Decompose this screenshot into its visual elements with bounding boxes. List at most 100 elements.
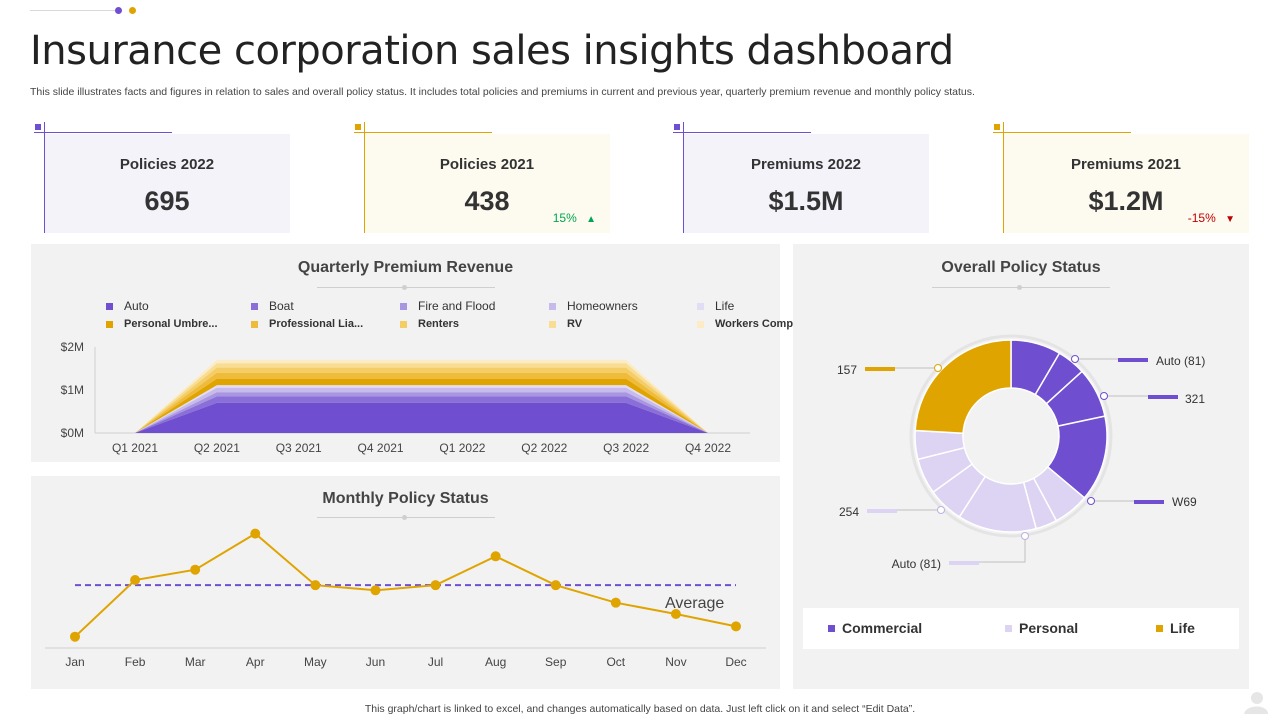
data-point xyxy=(190,564,201,575)
triangle-down-icon: ▼ xyxy=(1225,214,1235,225)
legend-label: RV xyxy=(567,318,583,330)
legend-swatch xyxy=(106,302,113,310)
x-tick-label: Q3 2021 xyxy=(276,441,322,455)
y-tick-label: $0M xyxy=(61,426,84,440)
legend-swatch xyxy=(828,624,835,632)
card-accent-line xyxy=(34,132,172,133)
callout-label: 254 xyxy=(839,505,859,519)
donut-legend: Commercial Personal Life xyxy=(803,608,1239,649)
x-tick-label: Q1 2022 xyxy=(439,441,485,455)
legend-item: Professional Lia... xyxy=(251,318,363,330)
legend-label: Personal Umbre... xyxy=(124,318,218,330)
callout-dot xyxy=(937,506,945,514)
legend-item-life: Life xyxy=(1156,620,1195,636)
callout-bar xyxy=(1118,358,1148,362)
donut-slice xyxy=(914,339,1012,435)
x-tick-label: Q2 2022 xyxy=(521,441,567,455)
legend-label: Professional Lia... xyxy=(269,318,364,330)
callout-label: Auto (81) xyxy=(892,557,941,571)
legend-label: Renters xyxy=(418,318,459,330)
kpi-value: 695 xyxy=(144,186,190,216)
legend-swatch xyxy=(549,320,556,328)
monthly-status-panel: Monthly Policy Status Average Jan Feb Mar Ap… xyxy=(31,476,780,689)
kpi-card-premiums-2021: Premiums 2021 $1.2M -15% ▼ xyxy=(993,122,1249,233)
card-accent-line xyxy=(44,122,45,233)
kpi-label: Policies 2021 xyxy=(439,156,535,173)
card-accent-line xyxy=(993,132,1131,133)
donut-chart: Auto (81) 321 W69 157 254 Auto (81) xyxy=(837,334,1205,571)
kpi-card-premiums-2022: Premiums 2022 $1.5M xyxy=(673,122,929,233)
kpi-value: $1.5M xyxy=(768,186,844,216)
x-tick-label: Q2 2021 xyxy=(194,441,240,455)
header-dot-gold xyxy=(129,7,136,14)
legend-label: Homeowners xyxy=(567,299,638,313)
kpi-label: Policies 2022 xyxy=(119,156,215,173)
kpi-card-policies-2021: Policies 2021 438 15% ▲ xyxy=(354,122,610,233)
header-dot-purple xyxy=(115,7,122,14)
data-point xyxy=(250,528,261,539)
legend-swatch xyxy=(1005,624,1012,632)
quarterly-revenue-panel: Quarterly Premium Revenue Auto Boat Fire a… xyxy=(31,244,793,462)
triangle-up-icon: ▲ xyxy=(586,214,596,225)
data-point xyxy=(550,580,561,591)
legend-item: Personal Umbre... xyxy=(106,318,218,330)
x-tick-label: Q1 2021 xyxy=(112,441,158,455)
legend-label: Workers Comp xyxy=(715,318,794,330)
legend-swatch xyxy=(549,302,556,310)
legend-item: RV xyxy=(549,318,582,330)
callout-label: Auto (81) xyxy=(1156,354,1205,368)
legend-swatch xyxy=(400,302,407,310)
area-chart: $0M $1M $2M Q1 2021 Q2 2021 Q3 2021 Q4 2021 Q1 … xyxy=(61,340,750,455)
data-point xyxy=(670,609,681,620)
data-point xyxy=(130,575,141,585)
line-chart: Average Jan Feb Mar Apr May Jun Jul Aug Sep Oct Nov… xyxy=(45,528,766,669)
card-accent-line xyxy=(354,132,492,133)
data-point xyxy=(310,580,321,591)
kpi-delta: -15% ▼ xyxy=(1188,211,1235,225)
card-accent-square xyxy=(994,124,1000,130)
legend-item: Fire and Flood xyxy=(400,299,495,313)
legend-label: Personal xyxy=(1019,620,1079,636)
legend-item-commercial: Commercial xyxy=(828,620,922,636)
x-tick-label: Q3 2022 xyxy=(603,441,649,455)
legend-swatch xyxy=(251,302,258,310)
legend-swatch xyxy=(697,302,704,310)
card-accent-square xyxy=(35,124,41,130)
data-point xyxy=(370,585,381,596)
kpi-delta-value: 15% xyxy=(552,211,577,225)
user-avatar-icon xyxy=(1244,692,1268,714)
callout-bar xyxy=(867,509,897,513)
x-tick-label: Sep xyxy=(545,655,567,669)
callout-label: W69 xyxy=(1172,495,1197,509)
callout-dot xyxy=(1021,532,1029,540)
data-point xyxy=(731,621,741,632)
area-series xyxy=(135,402,708,433)
x-tick-label: Apr xyxy=(246,655,265,669)
kpi-value: 438 xyxy=(464,186,510,216)
legend-swatch xyxy=(251,320,258,328)
legend-item: Homeowners xyxy=(549,299,638,313)
callout-bar xyxy=(949,561,979,565)
callout-bar xyxy=(1134,500,1164,504)
legend-item-personal: Personal xyxy=(1005,620,1078,636)
card-accent-square xyxy=(674,124,680,130)
legend-label: Life xyxy=(715,299,735,313)
x-tick-label: Nov xyxy=(665,655,686,669)
x-tick-label: Jul xyxy=(428,655,443,669)
data-point xyxy=(430,580,441,591)
callout-bar xyxy=(1148,395,1178,399)
legend-item: Life xyxy=(697,299,734,313)
y-tick-label: $1M xyxy=(61,383,84,397)
legend-item: Boat xyxy=(251,299,294,313)
title-divider xyxy=(932,285,1110,290)
legend-swatch xyxy=(1156,624,1163,632)
data-point xyxy=(610,597,621,608)
x-tick-label: Dec xyxy=(725,655,746,669)
kpi-label: Premiums 2022 xyxy=(750,156,862,173)
x-tick-label: Oct xyxy=(606,655,625,669)
kpi-delta-value: -15% xyxy=(1187,211,1216,225)
x-tick-label: Aug xyxy=(485,655,506,669)
title-divider xyxy=(316,285,495,290)
x-tick-label: Mar xyxy=(185,655,206,669)
chart-title: Overall Policy Status xyxy=(941,259,1101,276)
